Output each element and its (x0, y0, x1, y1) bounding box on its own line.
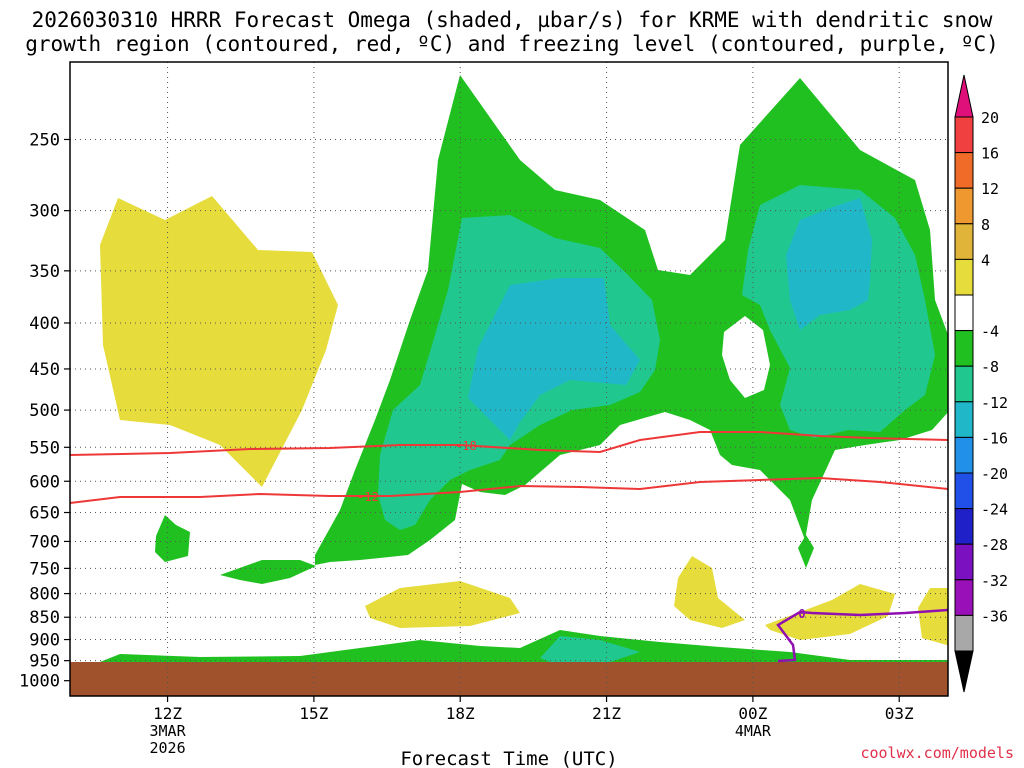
shade-yellow-low-1 (365, 581, 520, 628)
shade-cyan-core-2 (786, 198, 872, 330)
colorbar-swatch (954, 152, 974, 189)
colorbar-swatch (954, 436, 974, 474)
colorbar-top-arrow (954, 74, 974, 118)
shade-green-dot (798, 535, 814, 568)
contours (70, 431, 948, 663)
x-tick-sublabel: 3MAR (149, 722, 186, 740)
colorbar-swatch (954, 614, 974, 652)
shade-teal-low (540, 636, 640, 664)
colorbar-label: 8 (981, 216, 990, 234)
y-tick-label: 500 (29, 401, 60, 421)
y-tick-label: 600 (29, 472, 60, 492)
colorbar-swatch (954, 116, 974, 154)
colorbar-swatch (954, 258, 974, 296)
colorbar-swatch (954, 330, 974, 367)
y-tick-label: 900 (29, 631, 60, 651)
y-tick-label: 750 (29, 559, 60, 579)
gridlines (70, 62, 948, 696)
contour-label-minus-12: -12 (357, 490, 379, 504)
y-tick-label: 300 (29, 202, 60, 222)
contour-label-zero: 0 (798, 607, 805, 621)
shade-cyan-core-1 (468, 278, 640, 440)
colorbar-label: -28 (981, 536, 1008, 554)
colorbar-label: -20 (981, 465, 1008, 483)
y-tick-label: 800 (29, 585, 60, 605)
colorbar-label: 4 (981, 251, 990, 269)
shade-yellow-low-4 (918, 588, 948, 646)
shade-yellow-low-3 (765, 584, 895, 640)
y-tick-label: 550 (29, 438, 60, 458)
y-tick-label: 350 (29, 262, 60, 282)
contour-labels: -18 -12 0 (357, 439, 805, 621)
colorbar-label: -24 (981, 501, 1008, 519)
colorbar-label: -8 (981, 358, 999, 376)
chart-title-line-1: 2026030310 HRRR Forecast Omega (shaded, … (31, 8, 993, 32)
credit-link[interactable]: coolwx.com/models (860, 744, 1014, 762)
colorbar-label: -32 (981, 572, 1008, 590)
colorbar-label: -36 (981, 607, 1008, 625)
colorbar-label: -12 (981, 394, 1008, 412)
x-tick-sublabel-year: 2026 (149, 739, 185, 757)
y-tick-label: 450 (29, 360, 60, 380)
y-tick-label: 650 (29, 504, 60, 524)
colorbar-swatch (954, 579, 974, 616)
shade-yellow-aloft (100, 196, 338, 487)
contour-minus-12 (70, 476, 948, 504)
colorbar-swatch (954, 187, 974, 225)
colorbar-label: 16 (981, 145, 999, 163)
shade-green-tail (220, 560, 316, 584)
colorbar-swatch (954, 223, 974, 260)
colorbar-swatch (954, 508, 974, 545)
colorbar-label: -16 (981, 429, 1008, 447)
shade-white-hole (722, 316, 770, 398)
chart-title-line-2: growth region (contoured, red, ºC) and f… (25, 32, 999, 56)
colorbar-label: 20 (981, 109, 999, 127)
colorbar-swatch (954, 472, 974, 510)
colorbar-label: 12 (981, 180, 999, 198)
contour-minus-18 (70, 431, 948, 456)
x-tick-label: 00Z (738, 704, 767, 723)
shade-green-surface (95, 630, 948, 666)
ground-fill (70, 662, 948, 696)
x-tick-label: 12Z (153, 704, 182, 723)
y-axis: 250 300 350 400 450 500 550 600 650 700 750 800 850 9… (19, 130, 70, 692)
x-tick-label: 21Z (592, 704, 621, 723)
y-tick-label: 950 (29, 652, 60, 672)
shaded-fields (70, 75, 948, 696)
colorbar-label: -4 (981, 323, 999, 341)
x-tick-label: 18Z (446, 704, 475, 723)
colorbar-swatch (954, 365, 974, 403)
y-tick-label: 850 (29, 608, 60, 628)
x-axis-title: Forecast Time (UTC) (400, 748, 617, 768)
y-tick-label: 250 (29, 130, 60, 150)
colorbar: 20 16 12 8 4 -4 -8 -12 -16 -20 -24 -28 -32 -36 (954, 74, 1008, 693)
plot-frame (69, 61, 949, 697)
y-tick-label: 400 (29, 314, 60, 334)
x-tick-sublabel: 4MAR (735, 722, 772, 740)
y-tick-label: 700 (29, 532, 60, 552)
y-tick-label: 1000 (19, 672, 60, 692)
shade-green-blob-small (155, 515, 190, 562)
x-tick-label: 15Z (299, 704, 328, 723)
contour-zero (776, 608, 948, 663)
colorbar-swatch (954, 401, 974, 438)
colorbar-swatch (954, 543, 974, 581)
x-tick-label: 03Z (885, 704, 914, 723)
colorbar-bottom-arrow (954, 650, 974, 693)
shade-yellow-low-2 (674, 556, 745, 628)
colorbar-swatch (954, 294, 974, 332)
contour-label-minus-18: -18 (455, 439, 477, 453)
